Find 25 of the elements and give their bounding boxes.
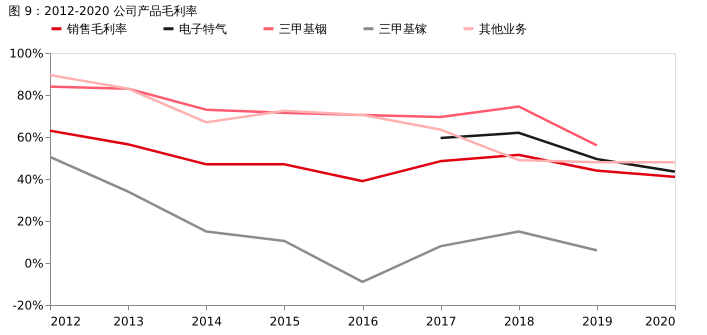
legend-label: 三甲基铟: [279, 22, 327, 36]
x-tick-label: 2019: [582, 314, 613, 328]
legend-label: 电子特气: [179, 22, 227, 36]
y-tick-label: -20%: [12, 298, 44, 312]
x-tick-label: 2016: [348, 314, 378, 328]
chart-title: 图 9：2012-2020 公司产品毛利率: [8, 4, 198, 18]
x-tick-label: 2018: [504, 314, 535, 328]
x-tick-label: 2014: [191, 314, 222, 328]
x-tick-label: 2012: [50, 314, 82, 328]
legend-label: 其他业务: [479, 22, 527, 36]
legend-label: 三甲基镓: [379, 22, 427, 36]
x-tick-label: 2015: [270, 314, 300, 328]
x-tick-label: 2020: [644, 314, 676, 328]
y-tick-label: 80%: [16, 88, 44, 102]
x-tick-label: 2017: [426, 314, 456, 328]
y-tick-label: 40%: [16, 172, 44, 186]
y-tick-label: 0%: [24, 256, 44, 270]
line-series: [48, 74, 676, 164]
line-series: [439, 132, 676, 173]
line-series: [48, 129, 676, 182]
y-tick-label: 60%: [16, 130, 44, 144]
y-tick-label: 100%: [9, 46, 44, 60]
x-tick-label: 2013: [113, 314, 144, 328]
legend-label: 销售毛利率: [66, 22, 127, 36]
y-tick-label: 20%: [16, 214, 44, 228]
